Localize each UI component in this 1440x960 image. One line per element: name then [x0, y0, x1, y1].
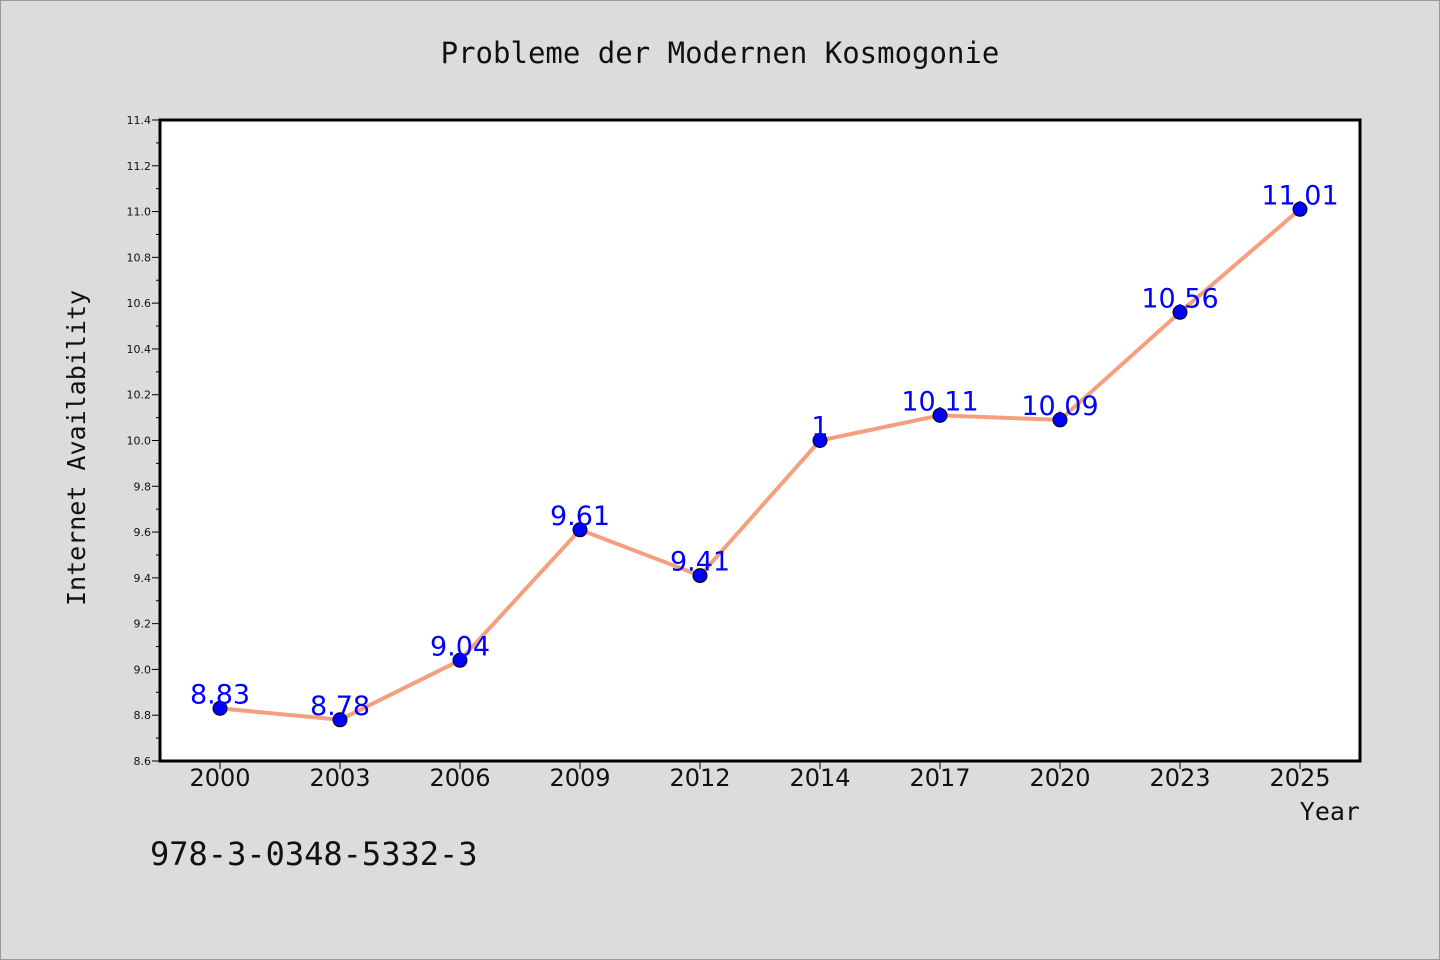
x-tick-label: 2009 [549, 764, 610, 792]
data-point [692, 568, 708, 584]
y-tick-label: 10.6 [127, 297, 152, 310]
data-label: 9.41 [670, 547, 730, 578]
y-axis: 8.6 8.8 9.0 9.2 9.4 9.6 9.8 10.0 10.2 10.4 10.6 10.… [127, 114, 160, 768]
y-tick-label: 10.4 [127, 343, 152, 356]
data-label: 10.56 [1141, 283, 1218, 314]
y-tick-label: 11.0 [127, 206, 152, 219]
data-label: 9.04 [430, 631, 490, 662]
x-tick-label: 2017 [909, 764, 970, 792]
y-tick-label: 10.2 [127, 389, 152, 402]
data-label-group: 8.83 8.78 9.04 9.61 9.41 1 10.11 10.09 10.56 11.0… [190, 180, 1339, 722]
y-tick-label: 9.4 [134, 572, 152, 585]
x-axis-label: Year [1300, 797, 1360, 826]
data-point [1052, 412, 1068, 428]
y-tick-label: 11.4 [127, 114, 152, 127]
x-tick-label: 2000 [189, 764, 250, 792]
data-point [812, 433, 828, 448]
x-tick-label: 2003 [309, 764, 370, 792]
x-tick-label: 2025 [1269, 764, 1330, 792]
y-tick-label: 10.0 [127, 435, 152, 448]
data-point [332, 712, 348, 728]
x-tick-label: 2014 [789, 764, 850, 792]
y-tick-label: 11.2 [127, 160, 152, 173]
y-tick-label: 9.2 [134, 618, 152, 631]
y-tick-label: 9.8 [134, 480, 152, 493]
data-point [452, 652, 468, 668]
y-tick-label: 8.8 [134, 709, 152, 722]
x-tick-label: 2012 [669, 764, 730, 792]
data-point [1292, 201, 1308, 217]
data-point [212, 700, 228, 716]
data-label: 8.83 [190, 679, 250, 710]
isbn-text: 978-3-0348-5332-3 [150, 835, 478, 873]
x-tick-label: 2020 [1029, 764, 1090, 792]
y-tick-label: 10.8 [127, 251, 152, 264]
series-group [212, 201, 1308, 728]
plot-area [160, 120, 1360, 761]
data-point [932, 407, 948, 423]
data-point [1172, 304, 1188, 320]
chart-title: Probleme der Modernen Kosmogonie [441, 36, 1000, 70]
y-tick-label: 9.0 [134, 663, 152, 676]
x-axis: 2000 2003 2006 2009 2012 2014 2017 2020 2023 2025 [189, 761, 1331, 792]
x-tick-label: 2023 [1149, 764, 1210, 792]
data-label: 8.78 [310, 691, 370, 722]
plot-border [158, 118, 1362, 763]
data-label: 11.01 [1261, 180, 1338, 211]
x-tick-label: 2006 [429, 764, 490, 792]
series-line [218, 207, 1302, 722]
data-label: 1 [811, 412, 828, 443]
data-label: 9.61 [550, 501, 610, 532]
data-label: 10.11 [901, 386, 978, 417]
y-tick-label: 8.6 [134, 755, 152, 768]
data-point [572, 522, 588, 538]
y-tick-label: 9.6 [134, 526, 152, 539]
y-axis-label: Internet Availability [62, 290, 91, 606]
data-label: 10.09 [1021, 391, 1098, 422]
